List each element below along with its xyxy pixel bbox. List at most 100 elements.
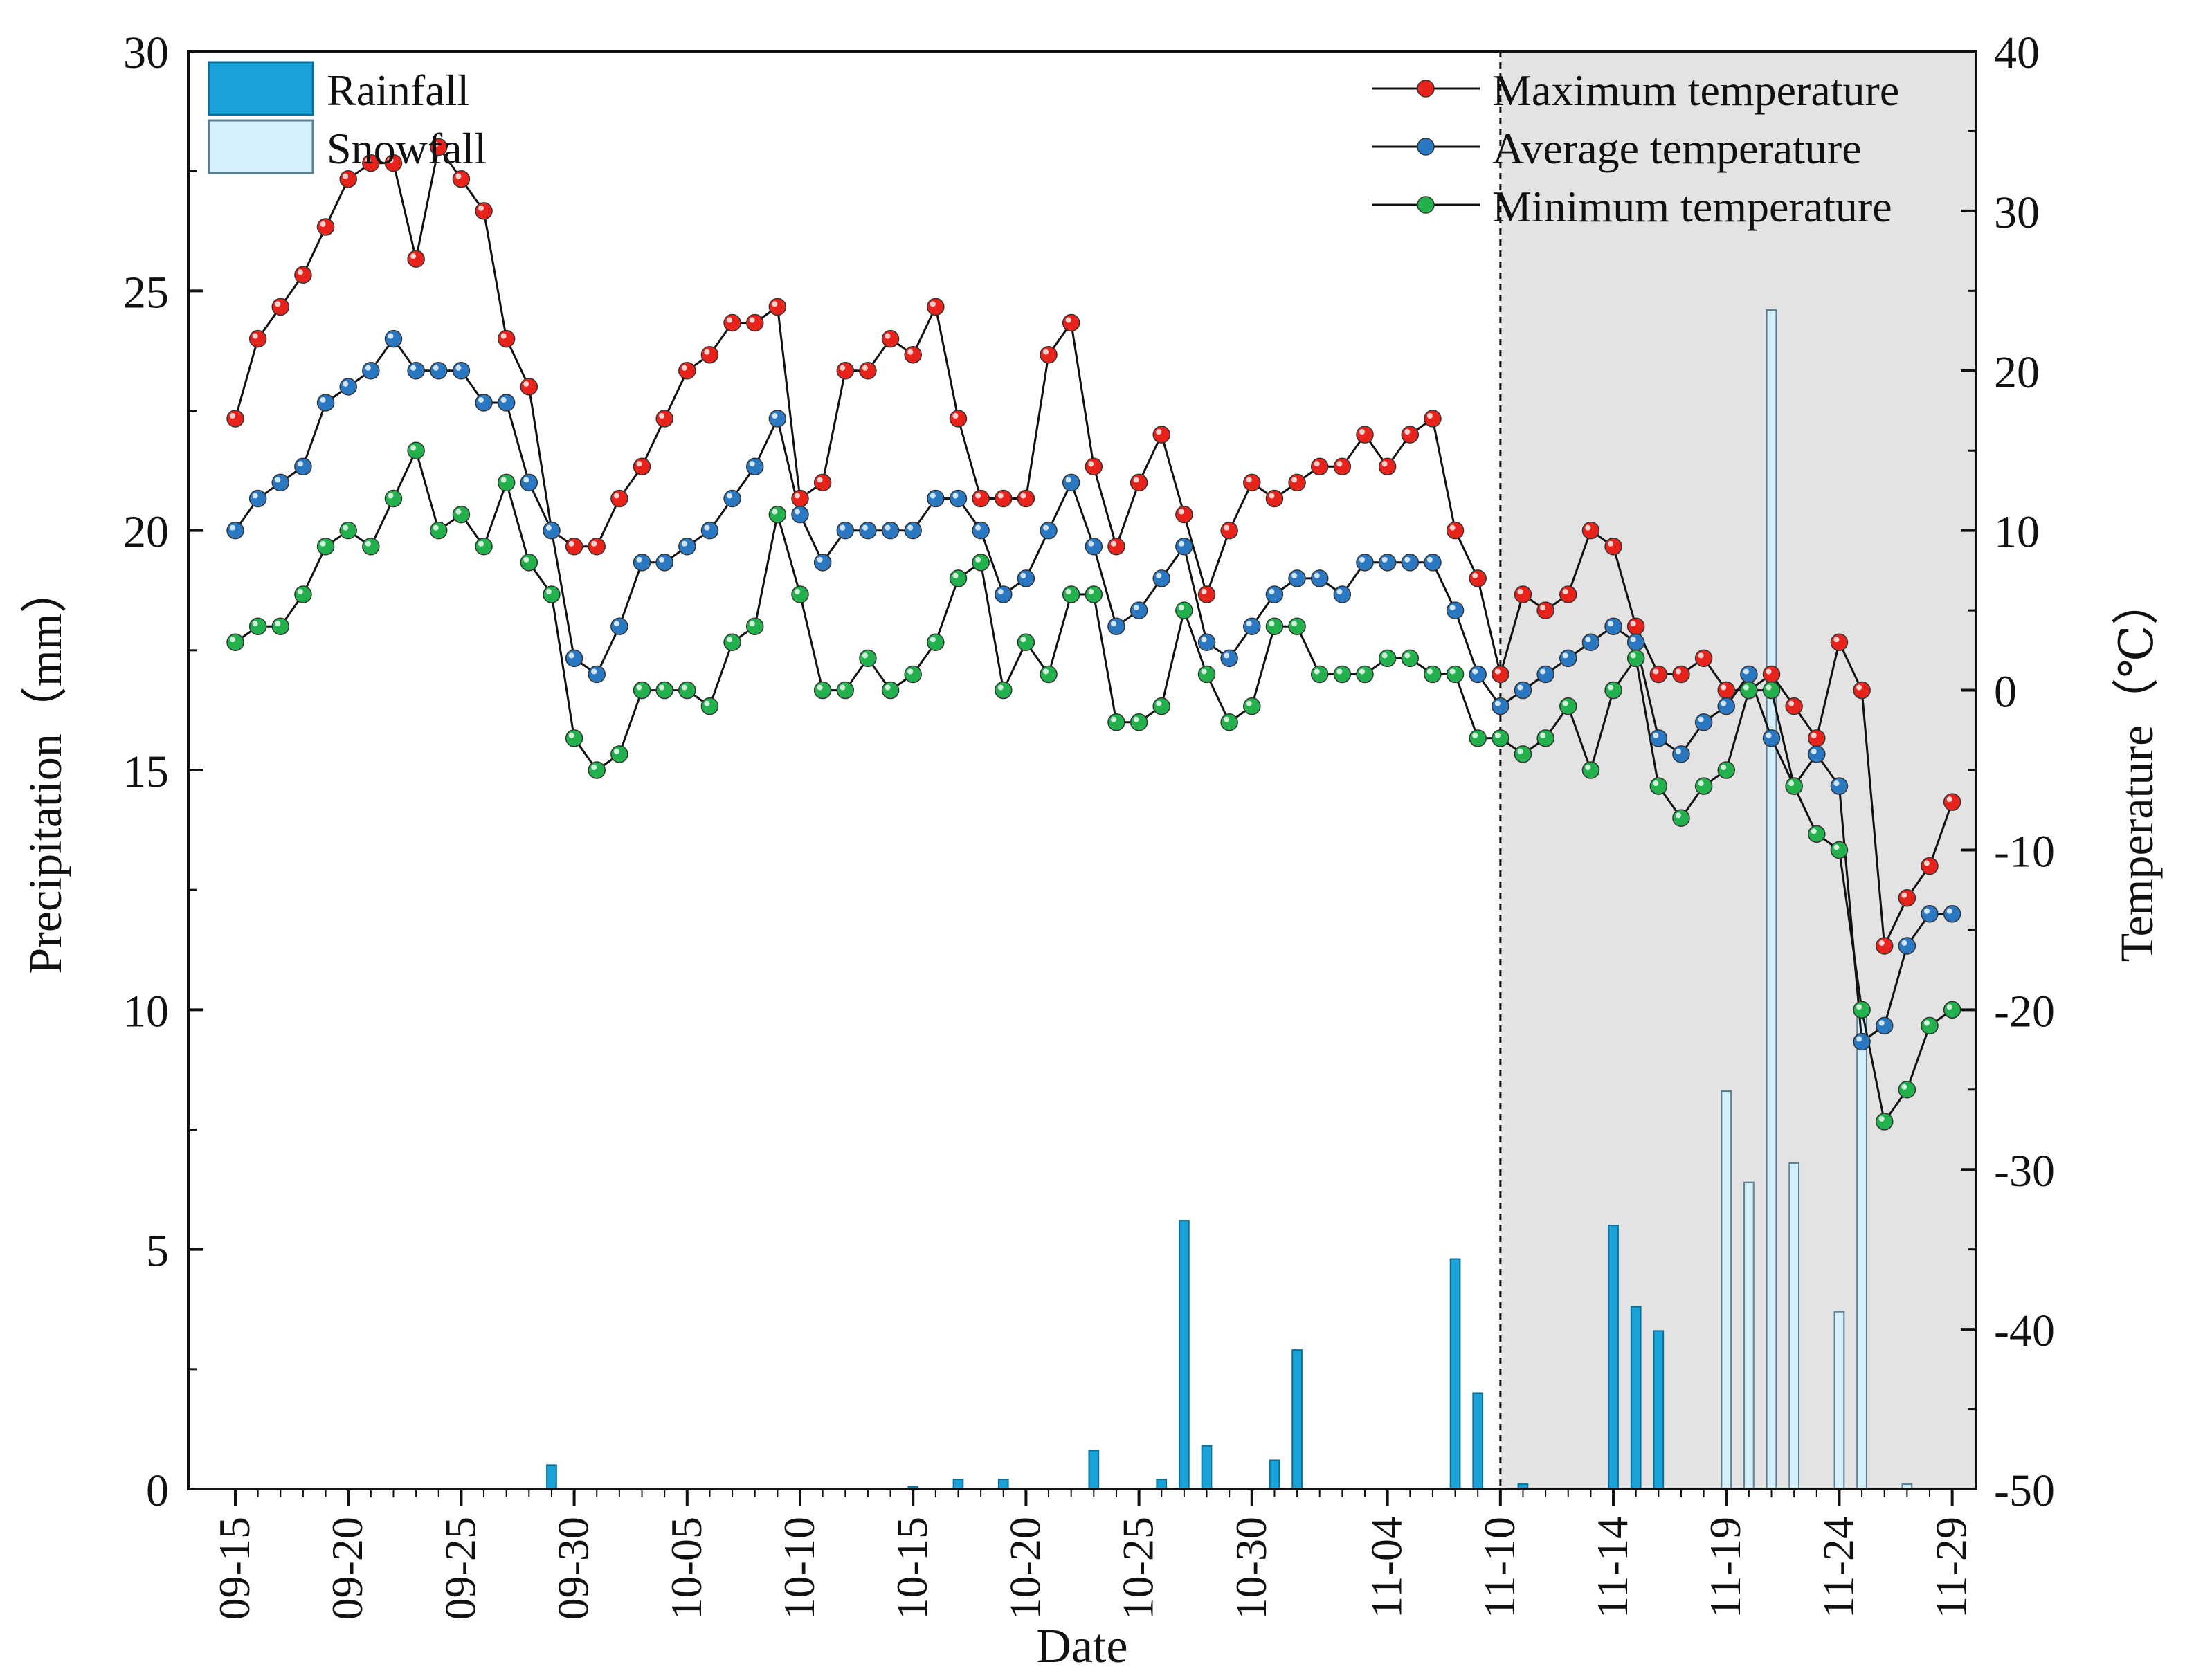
max-temp-highlight-15 — [568, 540, 574, 547]
avg-temp-point-71 — [1830, 777, 1849, 795]
x-tick-label-14: 11-24 — [1813, 1517, 1862, 1618]
avg-temp-highlight-18 — [636, 556, 642, 563]
avg-temp-highlight-23 — [749, 461, 755, 467]
min-temp-point-26 — [813, 681, 832, 700]
avg-temp-point-29 — [881, 521, 900, 540]
avg-temp-point-2 — [271, 473, 290, 492]
min-temp-point-67 — [1740, 681, 1758, 700]
max-temp-point-72 — [1853, 681, 1871, 700]
avg-temp-highlight-65 — [1698, 716, 1704, 722]
avg-temp-highlight-41 — [1156, 572, 1162, 578]
avg-temp-point-36 — [1040, 521, 1058, 540]
avg-temp-point-31 — [927, 489, 945, 508]
max-temp-point-10 — [452, 170, 471, 188]
min-temp-highlight-28 — [862, 652, 868, 659]
avg-temp-point-34 — [995, 585, 1013, 603]
min-temp-point-22 — [723, 633, 741, 652]
min-temp-highlight-0 — [230, 637, 235, 643]
min-temp-highlight-25 — [795, 589, 800, 595]
max-temp-point-27 — [836, 362, 855, 380]
min-temp-point-39 — [1107, 713, 1125, 731]
avg-temp-highlight-31 — [930, 493, 936, 499]
max-temp-point-13 — [520, 378, 538, 396]
min-temp-highlight-56 — [1494, 732, 1501, 738]
avg-temp-point-76 — [1943, 905, 1961, 923]
max-temp-highlight-49 — [1336, 461, 1343, 467]
max-temp-point-24 — [768, 298, 787, 316]
avg-temp-point-4 — [316, 394, 335, 412]
max-temp-highlight-36 — [1043, 349, 1049, 355]
min-temp-point-50 — [1356, 665, 1374, 684]
avg-temp-highlight-50 — [1359, 556, 1365, 563]
avg-temp-point-74 — [1898, 937, 1916, 955]
left-tick-label-3: 15 — [123, 747, 169, 797]
max-temp-point-25 — [791, 489, 809, 508]
right-tick-label-2: -30 — [1994, 1146, 2055, 1196]
avg-temp-highlight-35 — [1020, 572, 1026, 578]
avg-temp-highlight-54 — [1449, 605, 1456, 611]
avg-temp-point-18 — [633, 554, 651, 572]
avg-temp-point-45 — [1243, 617, 1261, 635]
min-temp-point-34 — [995, 681, 1013, 700]
avg-temp-point-24 — [768, 410, 787, 428]
avg-temp-point-44 — [1220, 649, 1238, 668]
max-temp-highlight-61 — [1608, 540, 1614, 547]
min-temp-highlight-62 — [1630, 652, 1636, 659]
avg-temp-point-51 — [1378, 554, 1397, 572]
avg-temp-highlight-3 — [297, 461, 303, 467]
max-temp-point-17 — [610, 489, 628, 508]
min-temp-highlight-31 — [930, 637, 936, 643]
min-temp-highlight-37 — [1065, 589, 1071, 595]
avg-temp-point-21 — [700, 521, 719, 540]
max-temp-point-35 — [1017, 489, 1035, 508]
min-temp-highlight-18 — [636, 684, 642, 691]
max-temp-highlight-16 — [591, 540, 597, 547]
avg-temp-highlight-49 — [1336, 589, 1343, 595]
avg-temp-point-25 — [791, 505, 809, 524]
avg-temp-point-39 — [1107, 617, 1125, 635]
avg-temp-highlight-25 — [795, 509, 800, 515]
avg-temp-highlight-44 — [1224, 652, 1230, 659]
x-tick-label-9: 10-30 — [1226, 1517, 1276, 1620]
rainfall-bar-62 — [1630, 1306, 1642, 1490]
avg-temp-point-13 — [520, 473, 538, 492]
max-temp-point-0 — [226, 410, 244, 428]
x-tick-label-11: 11-10 — [1475, 1517, 1524, 1618]
min-temp-highlight-21 — [704, 700, 710, 706]
max-temp-point-39 — [1107, 538, 1125, 556]
min-temp-highlight-16 — [591, 765, 597, 770]
min-temp-point-11 — [475, 538, 493, 556]
min-temp-highlight-39 — [1110, 716, 1116, 722]
max-temp-highlight-35 — [1020, 493, 1026, 499]
avg-temp-point-63 — [1649, 729, 1668, 747]
min-temp-point-1 — [248, 617, 267, 635]
min-temp-point-18 — [633, 681, 651, 700]
max-temp-highlight-8 — [410, 253, 417, 259]
min-temp-point-0 — [226, 633, 244, 652]
min-temp-highlight-71 — [1833, 844, 1840, 850]
min-temp-highlight-73 — [1878, 1115, 1885, 1122]
max-temp-highlight-50 — [1359, 429, 1365, 435]
min-temp-point-61 — [1604, 681, 1622, 700]
min-temp-highlight-40 — [1133, 716, 1139, 722]
min-temp-point-7 — [384, 489, 403, 508]
max-temp-highlight-22 — [727, 317, 733, 323]
min-temp-point-48 — [1310, 665, 1329, 684]
min-temp-point-5 — [339, 521, 357, 540]
rainfall-legend-label: Rainfall — [327, 66, 469, 115]
avg-temp-point-20 — [678, 538, 696, 556]
rainfall-bar-54 — [1449, 1258, 1461, 1490]
avg-temp-point-27 — [836, 521, 855, 540]
x-tick-label-3: 09-30 — [549, 1517, 598, 1620]
avg-temp-point-28 — [859, 521, 877, 540]
avg-temp-highlight-33 — [975, 524, 981, 531]
min-temp-point-33 — [972, 554, 990, 572]
min-temp-highlight-67 — [1743, 684, 1749, 691]
avg-temp-point-50 — [1356, 554, 1374, 572]
avg-temp-highlight-27 — [840, 524, 846, 531]
avg-temp-legend-label: Average temperature — [1492, 124, 1862, 173]
min-temp-point-47 — [1288, 617, 1306, 635]
snowfall-bar-66 — [1721, 1090, 1732, 1490]
min-temp-highlight-4 — [320, 540, 326, 547]
rainfall-legend-swatch — [208, 61, 314, 116]
